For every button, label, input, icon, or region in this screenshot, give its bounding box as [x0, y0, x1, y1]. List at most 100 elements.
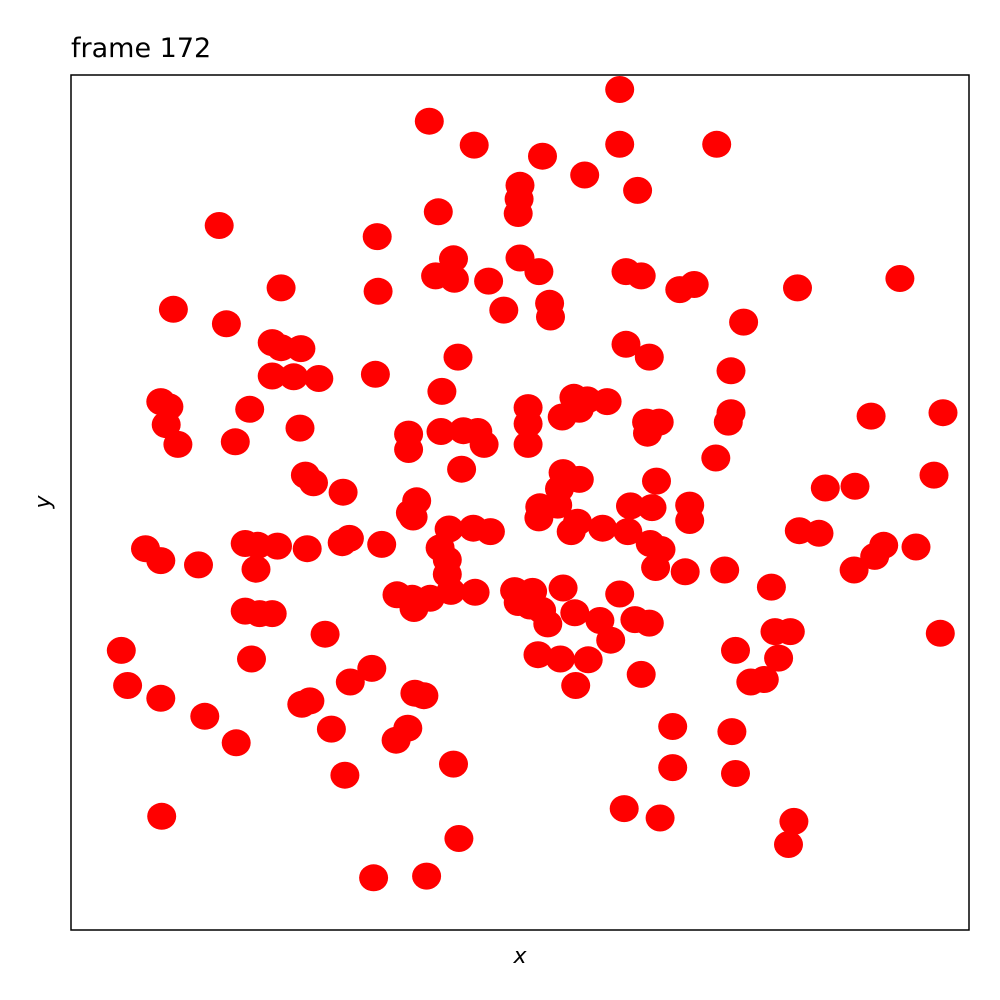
scatter-point: [399, 595, 429, 622]
scatter-point: [596, 626, 626, 654]
plot-frame: [70, 74, 970, 931]
scatter-point: [919, 461, 949, 489]
scatter-point: [257, 362, 287, 390]
scatter-point: [426, 418, 456, 445]
scatter-point: [330, 761, 360, 789]
scatter-point: [235, 395, 265, 423]
scatter-point: [513, 410, 543, 438]
scatter-point: [163, 430, 193, 458]
scatter-point: [285, 414, 315, 442]
scatter-point: [362, 223, 392, 251]
scatter-point: [398, 503, 428, 531]
scatter-point: [605, 580, 635, 608]
scatter-point: [536, 303, 565, 331]
scatter-point: [427, 377, 457, 405]
scatter-point: [363, 277, 393, 305]
scatter-point: [334, 524, 364, 552]
scatter-point: [634, 609, 664, 637]
scatter-point: [106, 636, 136, 664]
scatter-point: [637, 494, 667, 522]
scatter-point: [475, 518, 505, 546]
scatter-point: [443, 343, 473, 371]
scatter-point: [626, 262, 656, 290]
scatter-point: [220, 428, 250, 456]
scatter-point: [623, 176, 653, 204]
scatter-point: [613, 518, 643, 546]
points-layer: [106, 76, 958, 892]
scatter-point: [221, 729, 251, 757]
scatter-point: [469, 430, 499, 458]
scatter-point: [716, 357, 746, 385]
scatter-point: [775, 618, 805, 646]
scatter-point: [721, 636, 750, 664]
scatter-point: [211, 310, 241, 338]
scatter-point: [670, 558, 700, 586]
scatter-point: [204, 212, 234, 239]
scatter-point: [513, 430, 543, 458]
scatter-point: [779, 807, 809, 835]
scatter-point: [447, 455, 477, 483]
scatter-point: [616, 492, 645, 520]
scatter-point: [721, 760, 750, 787]
scatter-point: [633, 419, 662, 447]
scatter-point: [287, 690, 317, 718]
scatter-point: [658, 713, 688, 740]
scatter-point: [658, 754, 688, 782]
scatter-point: [626, 660, 656, 688]
scatter-point: [184, 551, 213, 579]
scatter-point: [360, 360, 390, 388]
scatter-point: [460, 578, 490, 606]
scatter-point: [869, 531, 899, 559]
scatter-point: [645, 804, 675, 832]
chart-title: frame 172: [71, 33, 211, 64]
scatter-point: [503, 200, 533, 227]
scatter-point: [292, 535, 322, 563]
scatter-point: [523, 641, 553, 669]
scatter-point: [702, 130, 732, 158]
scatter-point: [710, 556, 740, 584]
scatter-point: [151, 411, 181, 439]
scatter-point: [146, 684, 176, 712]
scatter-point: [560, 599, 590, 627]
scatter-point: [605, 130, 635, 158]
scatter-point: [756, 573, 786, 601]
scatter-point: [528, 142, 557, 170]
scatter-point: [367, 530, 397, 558]
scatter-point: [357, 654, 387, 682]
scatter-point: [328, 478, 358, 506]
scatter-point: [263, 532, 292, 560]
scatter-point: [489, 296, 519, 324]
scatter-point: [713, 408, 743, 436]
scatter-point: [641, 554, 671, 581]
scatter-point: [605, 76, 635, 103]
scatter-point: [394, 436, 424, 463]
scatter-point: [299, 469, 328, 497]
scatter-point: [764, 644, 794, 672]
scatter-point: [547, 403, 577, 431]
scatter-point: [304, 365, 334, 392]
scatter-point: [414, 107, 444, 135]
scatter-point: [611, 330, 641, 358]
scatter-point: [925, 619, 955, 647]
scatter-point: [439, 245, 468, 273]
scatter-point: [439, 750, 468, 778]
scatter-point: [286, 335, 316, 363]
scatter-point: [548, 574, 578, 602]
scatter-point: [533, 610, 563, 638]
scatter-point: [359, 864, 389, 892]
scatter-point: [901, 533, 931, 561]
scatter-point: [556, 518, 586, 546]
scatter-point: [412, 862, 442, 890]
scatter-point: [561, 672, 591, 699]
scatter-point: [675, 507, 705, 534]
scatter-point: [147, 802, 177, 830]
scatter-point: [459, 131, 489, 159]
scatter-point: [335, 668, 365, 696]
scatter-point: [146, 547, 176, 575]
scatter-point: [257, 600, 287, 628]
scatter-point: [928, 399, 958, 427]
scatter-point: [381, 726, 411, 754]
scatter-point: [609, 795, 639, 823]
